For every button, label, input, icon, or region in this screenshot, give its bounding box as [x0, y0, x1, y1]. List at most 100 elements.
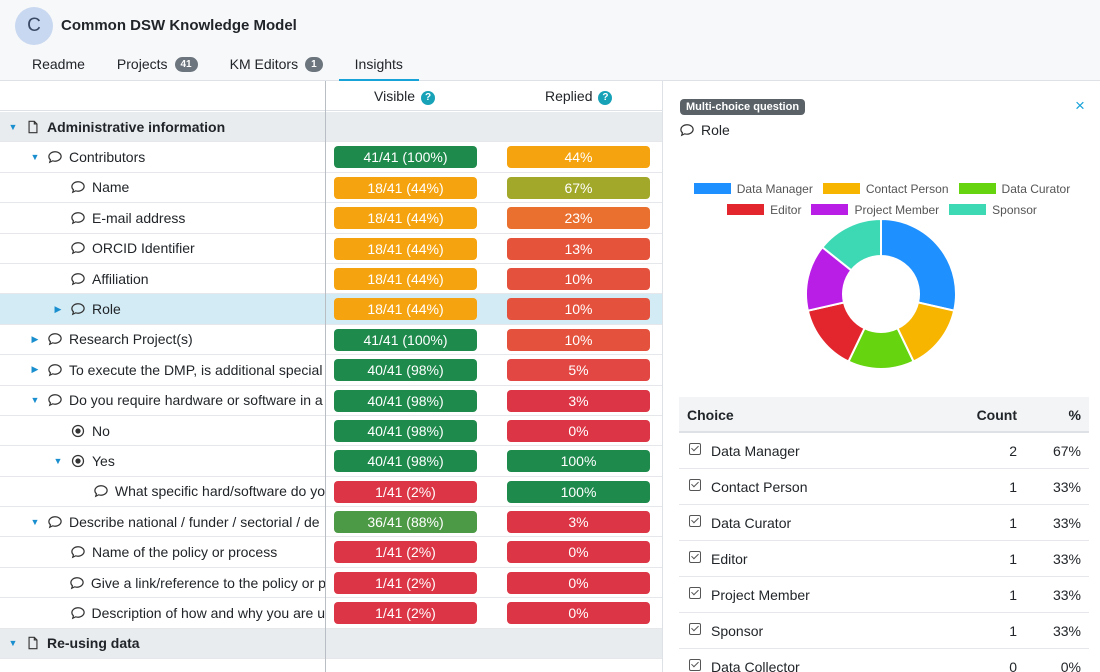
replied-stat-pill: 0%: [507, 571, 650, 594]
caret-down-icon[interactable]: ▼: [30, 152, 40, 163]
row-label: Research Project(s): [69, 331, 193, 348]
row-label: Affiliation: [92, 270, 149, 287]
checkbox-icon: [689, 515, 701, 527]
percent-cell: 33%: [1052, 551, 1081, 567]
donut-slice-sponsor[interactable]: [820, 219, 882, 272]
replied-stat-pill: 10%: [507, 267, 650, 290]
comment-icon: [70, 576, 84, 589]
row-label: Administrative information: [47, 118, 226, 135]
tab-projects[interactable]: Projects 41: [101, 48, 214, 81]
caret-right-icon[interactable]: ▶: [31, 364, 39, 375]
close-icon[interactable]: ×: [1075, 96, 1085, 115]
page-icon: [28, 637, 38, 650]
choice-cell: Editor: [711, 551, 748, 567]
visible-stat-pill: 18/41 (44%): [334, 207, 477, 230]
replied-stat-pill: 13%: [507, 237, 650, 260]
caret-right-icon[interactable]: ▶: [31, 333, 39, 344]
choice-cell: Contact Person: [711, 479, 808, 495]
caret-down-icon[interactable]: ▼: [30, 516, 40, 527]
row-name-cell: ▼Description of how and why you are u: [0, 598, 325, 627]
table-row: Sponsor 1 33%: [679, 613, 1089, 649]
legend-item[interactable]: Editor: [727, 203, 801, 217]
row-label: Description of how and why you are u: [91, 604, 325, 621]
table-row: Data Manager 2 67%: [679, 433, 1089, 469]
comment-icon: [48, 363, 62, 377]
row-name-cell: ▼: [0, 659, 325, 672]
visible-column-header: Visible?: [374, 88, 435, 105]
question-row[interactable]: ▼: [0, 659, 662, 672]
question-row[interactable]: ▼Name 18/41 (44%) 67%: [0, 173, 662, 204]
tab-insights[interactable]: Insights: [338, 48, 419, 81]
checkbox-icon: [689, 551, 701, 563]
caret-right-icon[interactable]: ▶: [54, 303, 62, 314]
question-row[interactable]: ▼Description of how and why you are u 1/4…: [0, 598, 662, 629]
question-row[interactable]: ▼Give a link/reference to the policy or …: [0, 568, 662, 599]
question-row[interactable]: ▼Affiliation 18/41 (44%) 10%: [0, 264, 662, 295]
checkbox-icon: [689, 443, 701, 455]
help-icon[interactable]: ?: [421, 91, 435, 105]
legend-item[interactable]: Project Member: [811, 203, 939, 217]
legend-item[interactable]: Sponsor: [949, 203, 1037, 217]
row-name-cell: ▶ Role: [0, 294, 325, 323]
count-cell: 1: [1009, 515, 1017, 531]
legend-item[interactable]: Data Curator: [958, 182, 1070, 196]
question-row[interactable]: ▼ORCID Identifier 18/41 (44%) 13%: [0, 234, 662, 264]
legend-label: Contact Person: [865, 181, 949, 196]
legend-swatch: [822, 183, 860, 194]
help-icon[interactable]: ?: [598, 91, 613, 105]
question-row[interactable]: ▶ Role 18/41 (44%) 10%: [0, 294, 662, 325]
row-label: Name of the policy or process: [92, 544, 278, 561]
donut-slice-data-manager[interactable]: [880, 219, 956, 312]
question-row[interactable]: ▼ Yes 40/41 (98%) 100%: [0, 446, 662, 477]
question-label: Role: [701, 122, 730, 138]
caret-down-icon[interactable]: ▼: [8, 638, 18, 649]
replied-stat-pill: 0%: [507, 602, 650, 625]
replied-column-header: Replied?: [545, 88, 613, 105]
visible-stat-pill: 36/41 (88%): [334, 511, 477, 534]
chapter-row[interactable]: ▼ Re-using data: [0, 628, 662, 660]
question-row[interactable]: ▼Name of the policy or process 1/41 (2%) 0…: [0, 537, 662, 568]
legend-item[interactable]: Contact Person: [822, 181, 949, 196]
question-row[interactable]: ▼No 40/41 (98%) 0%: [0, 416, 662, 447]
legend-label: Project Member: [854, 202, 940, 217]
question-row[interactable]: ▶ To execute the DMP, is additional speci…: [0, 355, 662, 386]
row-label: Name: [92, 179, 130, 196]
table-row: Data Curator 1 33%: [679, 505, 1089, 541]
question-row[interactable]: ▼ Do you require hardware or software in …: [0, 386, 662, 416]
comment-icon: [48, 333, 62, 346]
choice-cell: Data Collector: [711, 659, 800, 672]
row-label: No: [92, 422, 110, 439]
checkbox-icon: [689, 659, 701, 671]
chapter-row[interactable]: ▼ Administrative information: [0, 112, 662, 143]
table-row: Project Member 1 33%: [679, 577, 1089, 613]
question-row[interactable]: ▶ Research Project(s) 41/41 (100%) 10%: [0, 325, 662, 356]
tab-readme[interactable]: Readme: [16, 48, 101, 81]
caret-down-icon[interactable]: ▼: [8, 121, 18, 132]
comment-icon: [71, 211, 85, 225]
legend-row: Data Manager Contact Person Data Curator: [663, 178, 1100, 199]
row-label: Yes: [92, 452, 115, 469]
count-badge: 41: [174, 57, 198, 72]
visible-stat-pill: 18/41 (44%): [334, 176, 477, 199]
question-row[interactable]: ▼ Describe national / funder / sectorial …: [0, 507, 662, 538]
replied-stat-pill: 67%: [507, 176, 650, 199]
legend-label: Sponsor: [992, 202, 1037, 217]
replied-stat-pill: 10%: [507, 298, 650, 321]
row-name-cell: ▼Name of the policy or process: [0, 537, 325, 566]
tab-label: Insights: [354, 56, 403, 72]
column-header: Visible? Replied?: [0, 81, 662, 111]
percent-cell: 67%: [1052, 443, 1081, 459]
visible-stat-pill: 18/41 (44%): [334, 298, 477, 321]
legend-item[interactable]: Data Manager: [693, 182, 813, 196]
comment-icon: [48, 151, 62, 164]
checkbox-icon: [689, 479, 701, 491]
caret-down-icon[interactable]: ▼: [30, 395, 40, 406]
legend-swatch: [727, 204, 765, 215]
donut-chart: [806, 219, 956, 369]
question-row[interactable]: ▼What specific hard/software do yo 1/41 (…: [0, 477, 662, 508]
tab-km-editors[interactable]: KM Editors 1: [214, 48, 339, 81]
question-row[interactable]: ▼E-mail address 18/41 (44%) 23%: [0, 203, 662, 234]
question-row[interactable]: ▼ Contributors 41/41 (100%) 44%: [0, 142, 662, 173]
visible-stat-pill: 1/41 (2%): [334, 571, 477, 594]
caret-down-icon[interactable]: ▼: [53, 455, 63, 466]
